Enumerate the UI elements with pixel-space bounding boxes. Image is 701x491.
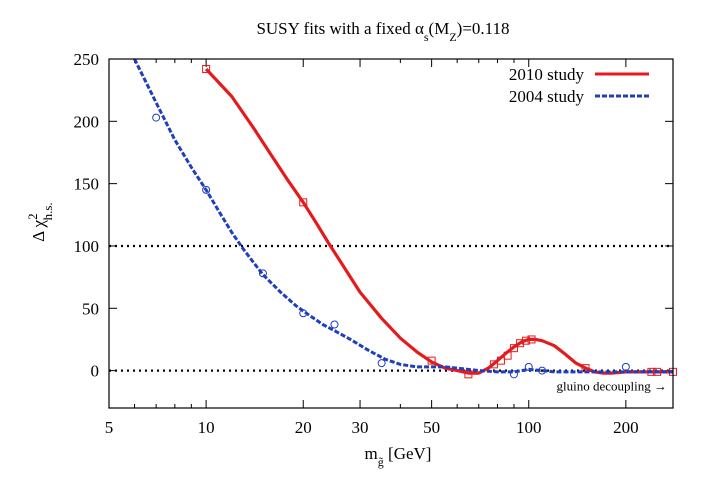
series-2004-point xyxy=(202,185,211,194)
legend-label: 2010 study xyxy=(509,65,585,84)
series-2004-point xyxy=(330,320,339,329)
x-axis-label: mg̃ [GeV] xyxy=(365,444,432,469)
series-2004-point xyxy=(509,370,518,379)
series-2004-point xyxy=(299,309,308,318)
series-2010-point xyxy=(653,367,662,376)
series-2004-point xyxy=(621,362,630,371)
x-tick-label: 5 xyxy=(105,418,114,437)
x-tick-label: 200 xyxy=(613,418,639,437)
series-2010-point xyxy=(496,356,505,365)
y-tick-label: 100 xyxy=(74,237,100,256)
x-tick-label: 30 xyxy=(352,418,369,437)
legend: 2010 study 2004 study xyxy=(509,65,649,106)
series-2010-point xyxy=(516,339,525,348)
series-2010-point xyxy=(503,351,512,360)
series-2010-line xyxy=(204,67,673,375)
y-tick-label: 50 xyxy=(82,299,99,318)
plot-frame xyxy=(108,58,674,409)
x-tick-label: 10 xyxy=(198,418,215,437)
series-2010-point xyxy=(299,198,308,207)
series-2010-point xyxy=(427,356,436,365)
legend-label: 2004 study xyxy=(509,87,585,106)
x-tick-label: 50 xyxy=(423,418,440,437)
series-2004-point xyxy=(377,359,386,368)
gluino-decoupling-annotation: gluino decoupling → xyxy=(557,379,668,394)
y-tick-label: 250 xyxy=(74,50,100,69)
series-2010-point xyxy=(521,336,530,345)
y-tick-label: 200 xyxy=(74,112,100,131)
y-tick-label: 0 xyxy=(91,362,100,381)
series-2010-point xyxy=(527,335,536,344)
series-2010-point xyxy=(509,344,518,353)
series-2004-point xyxy=(538,366,547,375)
x-tick-label: 20 xyxy=(295,418,312,437)
y-tick-label: 150 xyxy=(74,175,100,194)
series-2010-point xyxy=(202,64,211,73)
series-2004-line xyxy=(133,59,673,374)
y-axis-label: Δ χ2h.s. xyxy=(25,202,55,241)
series-2004-point xyxy=(258,269,267,278)
x-tick-label: 100 xyxy=(516,418,542,437)
series-2004-point xyxy=(524,362,533,371)
chart-title: SUSY fits with a fixed αs(MZ)=0.118 xyxy=(256,19,509,44)
series-2004-point xyxy=(152,113,161,122)
